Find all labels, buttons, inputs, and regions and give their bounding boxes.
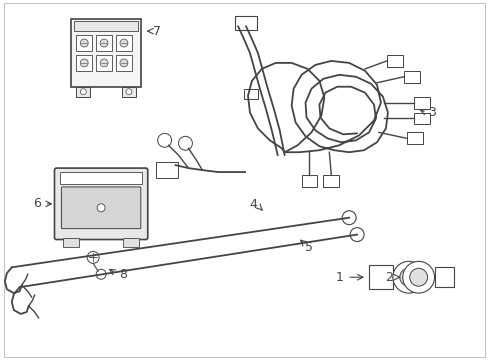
Bar — [61, 172, 142, 184]
Circle shape — [80, 39, 88, 47]
Circle shape — [80, 59, 88, 67]
Circle shape — [120, 39, 128, 47]
Circle shape — [87, 251, 99, 264]
FancyBboxPatch shape — [54, 168, 147, 239]
Circle shape — [342, 211, 355, 225]
Circle shape — [97, 204, 105, 212]
Circle shape — [120, 59, 128, 67]
Bar — [386, 55, 402, 67]
Bar — [323, 175, 339, 187]
Circle shape — [100, 39, 108, 47]
Bar — [116, 55, 132, 71]
Circle shape — [126, 89, 132, 95]
Text: 5: 5 — [305, 241, 313, 254]
Bar — [434, 267, 453, 287]
Circle shape — [100, 59, 108, 67]
Bar — [63, 238, 79, 247]
Text: 4: 4 — [248, 198, 256, 211]
Bar — [96, 55, 112, 71]
Text: 3: 3 — [427, 106, 436, 119]
Text: 2: 2 — [384, 271, 392, 284]
Circle shape — [96, 269, 106, 279]
Circle shape — [402, 261, 434, 293]
Bar — [301, 175, 317, 187]
Text: 8: 8 — [119, 268, 127, 281]
Text: 6: 6 — [33, 197, 41, 210]
Bar — [403, 71, 419, 83]
Circle shape — [409, 268, 427, 286]
Bar — [71, 19, 141, 87]
Text: 7: 7 — [152, 24, 161, 38]
Bar — [96, 35, 112, 51]
Bar — [413, 96, 428, 109]
Bar — [406, 132, 422, 144]
Bar — [368, 265, 392, 289]
Bar — [122, 238, 139, 247]
Bar — [122, 87, 136, 96]
Circle shape — [80, 89, 86, 95]
Bar — [76, 87, 90, 96]
Bar — [74, 21, 138, 31]
Bar — [155, 162, 177, 178]
Circle shape — [178, 136, 192, 150]
Bar — [235, 16, 256, 30]
Circle shape — [157, 133, 171, 147]
Bar — [116, 35, 132, 51]
Text: 1: 1 — [335, 271, 343, 284]
FancyBboxPatch shape — [61, 187, 141, 229]
Circle shape — [349, 228, 364, 242]
Bar — [413, 113, 428, 125]
Bar — [76, 35, 92, 51]
Bar — [244, 89, 257, 99]
Circle shape — [392, 261, 424, 293]
Circle shape — [399, 268, 417, 286]
Bar — [76, 55, 92, 71]
